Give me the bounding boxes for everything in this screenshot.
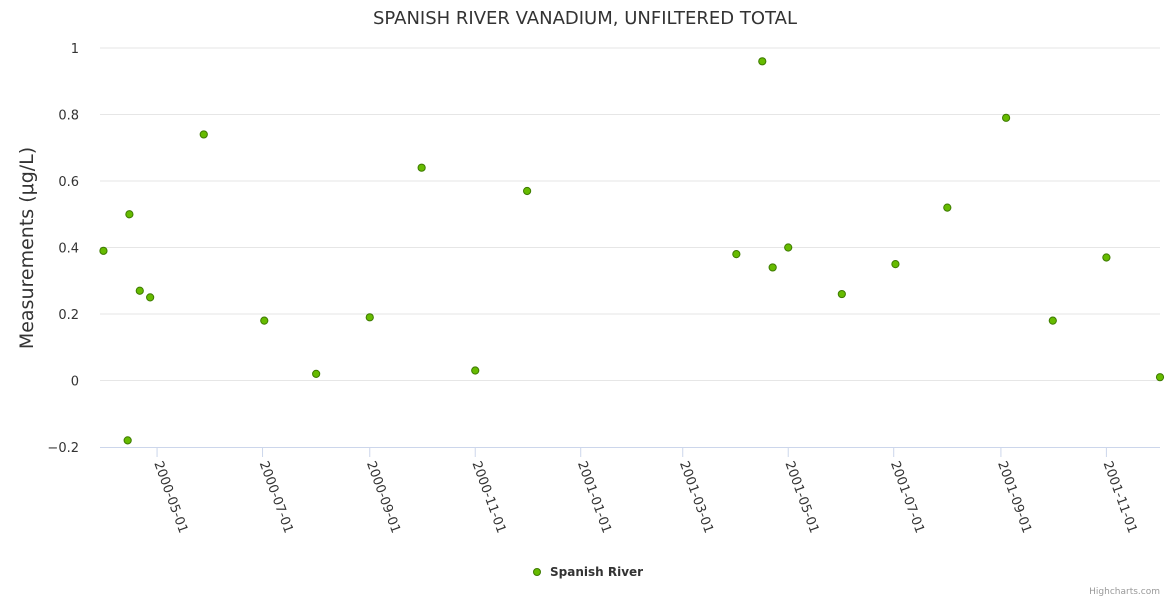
x-tick-label: 2001-03-01 (676, 459, 716, 535)
data-point[interactable] (365, 313, 374, 322)
grid-lines (100, 47, 1160, 381)
data-point[interactable] (943, 203, 952, 212)
data-point[interactable] (891, 260, 900, 269)
data-point[interactable] (732, 250, 741, 259)
data-point[interactable] (784, 243, 793, 252)
x-tick-label: 2000-11-01 (468, 459, 508, 535)
y-tick-label: 0.6 (58, 175, 79, 190)
y-tick-label: 0 (71, 375, 79, 390)
x-tick-label: 2000-09-01 (363, 459, 403, 535)
data-point[interactable] (125, 210, 134, 219)
x-axis-ticks: 2000-05-01 2000-07-01 2000-09-01 2000-11-01… (150, 447, 1140, 535)
y-axis-label: Measurements (μg/L) (16, 147, 38, 349)
legend-marker-icon[interactable] (533, 568, 541, 576)
data-point[interactable] (146, 293, 155, 302)
chart-title: SPANISH RIVER VANADIUM, UNFILTERED TOTAL (373, 8, 797, 29)
y-tick-label: 0.8 (58, 109, 79, 124)
data-point[interactable] (758, 57, 767, 66)
y-axis-ticks: −0.2 0 0.2 0.4 0.6 0.8 1 (47, 42, 79, 456)
y-tick-label: 0.2 (58, 308, 79, 323)
y-tick-label: −0.2 (47, 441, 79, 456)
data-point[interactable] (199, 130, 208, 139)
data-point[interactable] (417, 163, 426, 172)
legend[interactable]: Spanish River (533, 565, 644, 579)
y-tick-label: 1 (71, 42, 79, 57)
x-tick-label: 2000-07-01 (256, 459, 296, 535)
data-point[interactable] (1102, 253, 1111, 262)
data-point[interactable] (1002, 113, 1011, 122)
x-tick-label: 2001-09-01 (994, 459, 1034, 535)
x-tick-label: 2000-05-01 (150, 459, 190, 535)
data-point[interactable] (123, 436, 132, 445)
x-tick-label: 2001-07-01 (887, 459, 927, 535)
data-point[interactable] (1048, 316, 1057, 325)
data-point[interactable] (312, 369, 321, 378)
legend-item-spanish-river[interactable]: Spanish River (550, 565, 643, 579)
data-point[interactable] (837, 289, 846, 299)
data-point[interactable] (99, 246, 108, 255)
data-point[interactable] (1155, 373, 1165, 382)
x-tick-label: 2001-05-01 (781, 459, 821, 535)
scatter-series[interactable] (99, 57, 1165, 445)
data-point[interactable] (523, 186, 532, 196)
credits-link[interactable]: Highcharts.com (1089, 587, 1160, 597)
x-tick-label: 2001-11-01 (1100, 459, 1140, 535)
data-point[interactable] (471, 366, 480, 375)
data-point[interactable] (135, 286, 144, 295)
x-tick-label: 2001-01-01 (574, 459, 614, 535)
data-point[interactable] (768, 263, 777, 272)
y-tick-label: 0.4 (58, 242, 79, 257)
data-point[interactable] (260, 316, 269, 325)
